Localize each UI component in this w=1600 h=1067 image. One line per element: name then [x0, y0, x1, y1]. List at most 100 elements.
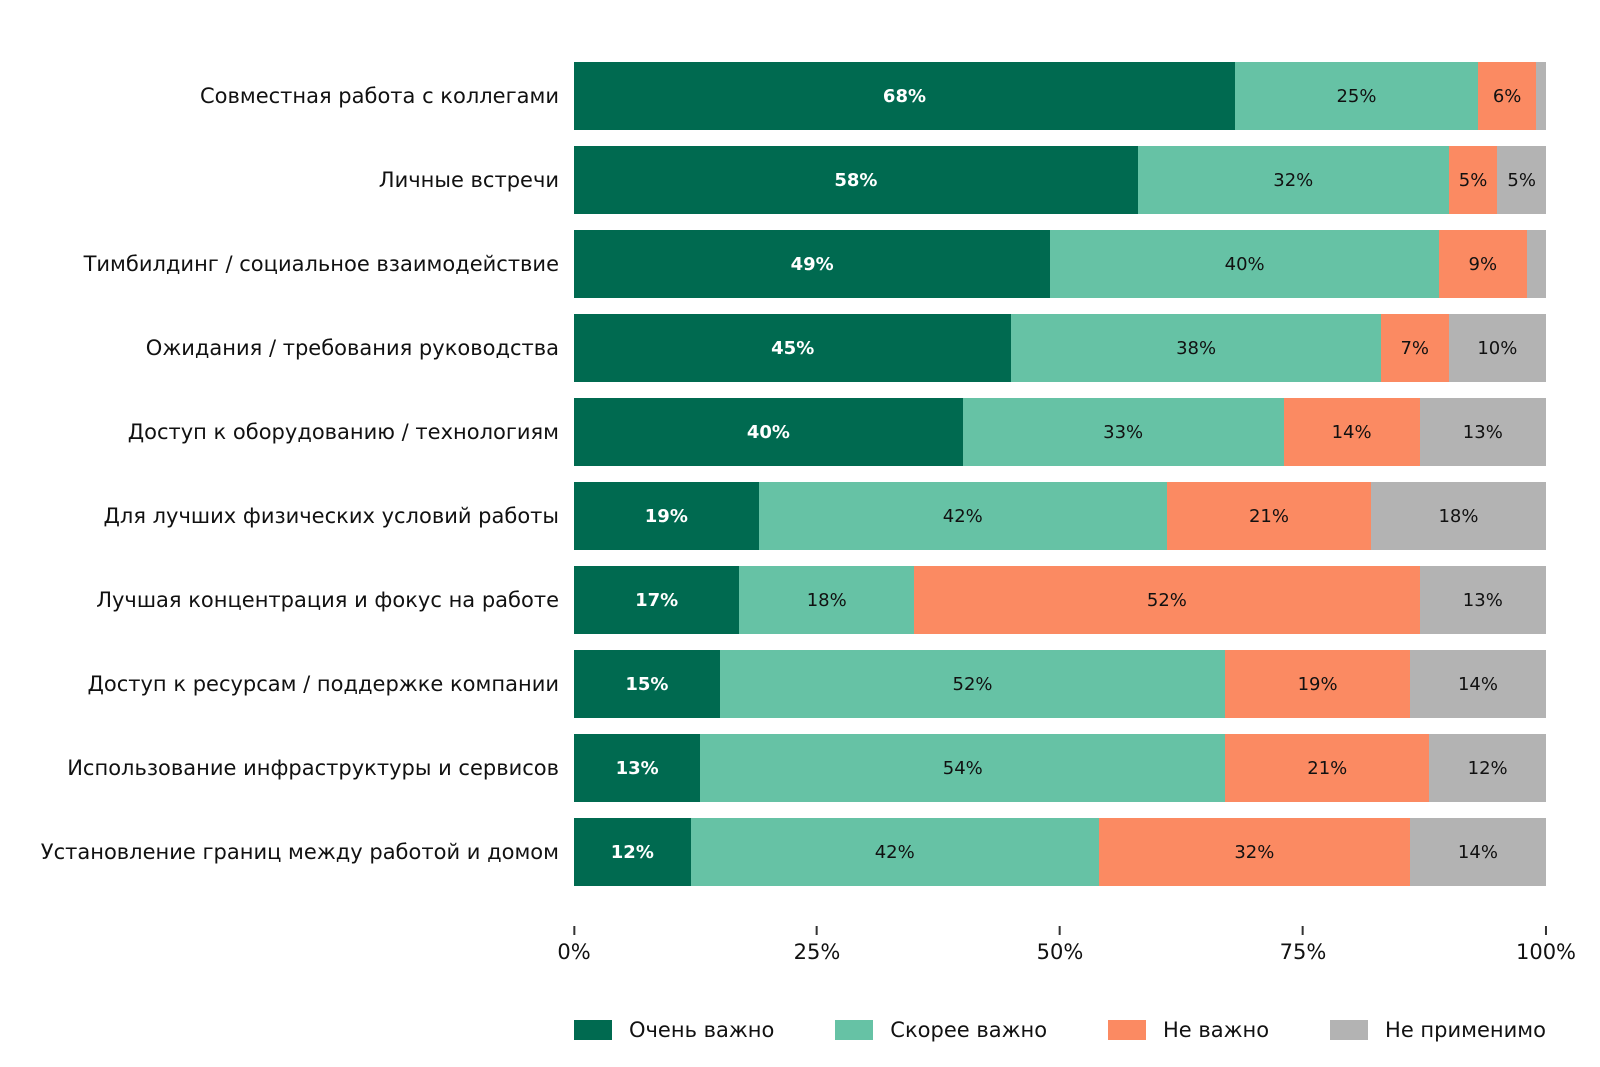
bar-track: 19% 42% 21% 18% — [574, 482, 1546, 550]
x-axis: 0% 25% 50% 75% 100% — [557, 926, 1576, 986]
bar-value-label: 54% — [942, 757, 983, 779]
bar-row: Доступ к ресурсам / поддержке компании 15… — [0, 650, 1546, 718]
bar-segment-1: 17% — [574, 566, 740, 634]
bar-row: Для лучших физических условий работы 19% 4… — [0, 482, 1546, 550]
bar-segment-4: 13% — [1419, 566, 1546, 634]
x-axis-tick: 100% — [1516, 926, 1576, 964]
bar-value-label: 5% — [1458, 169, 1488, 191]
x-axis-tick: 0% — [557, 926, 591, 964]
category-label: Для лучших физических условий работы — [103, 503, 560, 528]
category-label: Доступ к ресурсам / поддержке компании — [87, 671, 559, 696]
bar-segment-4: 14% — [1409, 818, 1546, 886]
legend-label: Не применимо — [1385, 1018, 1546, 1042]
x-axis-tick: 25% — [793, 926, 841, 964]
bar-row: Лучшая концентрация и фокус на работе 17%… — [0, 566, 1546, 634]
bar-value-label: 52% — [952, 673, 993, 695]
bar-value-label: 10% — [1477, 337, 1518, 359]
bar-segment-2: 33% — [962, 398, 1284, 466]
category-label: Доступ к оборудованию / технологиям — [127, 419, 559, 444]
bar-row: Тимбилдинг / социальное взаимодействие 49… — [0, 230, 1546, 298]
category-label: Установление границ между работой и домо… — [40, 839, 559, 864]
bar-value-label: 40% — [1224, 253, 1265, 275]
category-label: Тимбилдинг / социальное взаимодействие — [83, 251, 559, 276]
bar-row: Использование инфраструктуры и сервисов 1… — [0, 734, 1546, 802]
bar-track: 13% 54% 21% 12% — [574, 734, 1546, 802]
bar-row: Установление границ между работой и домо… — [0, 818, 1546, 886]
tick-mark — [1302, 926, 1304, 935]
bar-track: 15% 52% 19% 14% — [574, 650, 1546, 718]
bar-segment-1: 19% — [574, 482, 759, 550]
bar-segment-1: 13% — [574, 734, 701, 802]
legend-swatch — [1330, 1020, 1369, 1040]
bar-value-label: 33% — [1103, 421, 1144, 443]
bar-row: Ожидания / требования руководства 45% 38% 7… — [0, 314, 1546, 382]
x-axis-tick: 50% — [1037, 926, 1083, 964]
tick-label: 25% — [793, 940, 841, 964]
bar-value-label: 42% — [942, 505, 983, 527]
bar-value-label: 14% — [1331, 421, 1372, 443]
bar-segment-3: 7% — [1380, 314, 1449, 382]
bar-value-label: 21% — [1248, 505, 1289, 527]
tick-label: 100% — [1515, 940, 1577, 964]
bar-value-label: 52% — [1146, 589, 1187, 611]
bar-value-label: 12% — [610, 841, 654, 863]
bar-value-label: 32% — [1234, 841, 1275, 863]
bar-segment-4: 18% — [1371, 482, 1546, 550]
category-label: Совместная работа с коллегами — [199, 83, 559, 108]
legend-swatch — [1108, 1020, 1146, 1040]
bar-value-label: 49% — [790, 253, 834, 275]
tick-label: 0% — [557, 940, 591, 964]
bar-value-label: 42% — [874, 841, 915, 863]
bar-value-label: 14% — [1457, 673, 1498, 695]
legend-item: Очень важно — [574, 1018, 774, 1042]
bar-value-label: 13% — [1462, 589, 1503, 611]
bar-segment-3: 52% — [914, 566, 1420, 634]
bar-value-label: 17% — [635, 589, 679, 611]
bar-segment-2: 18% — [739, 566, 915, 634]
bar-value-label: 19% — [1297, 673, 1338, 695]
bar-track: 40% 33% 14% 13% — [574, 398, 1546, 466]
bar-value-label: 38% — [1176, 337, 1217, 359]
category-label: Личные встречи — [378, 167, 559, 192]
bar-row: Доступ к оборудованию / технологиям 40% 33… — [0, 398, 1546, 466]
x-axis-tick: 75% — [1280, 926, 1326, 964]
bar-segment-2: 38% — [1011, 314, 1381, 382]
bar-segment-2: 42% — [690, 818, 1099, 886]
bar-value-label: 13% — [1462, 421, 1503, 443]
bar-value-label: 68% — [882, 85, 927, 107]
bar-track: 45% 38% 7% 10% — [574, 314, 1546, 382]
bar-value-label: 7% — [1400, 337, 1430, 359]
bar-segment-4: 12% — [1429, 734, 1546, 802]
bar-segment-2: 42% — [758, 482, 1167, 550]
bar-segment-1: 15% — [574, 650, 720, 718]
bar-segment-2: 40% — [1050, 230, 1440, 298]
bar-track: 17% 18% 52% 13% — [574, 566, 1546, 634]
bar-row: Совместная работа с коллегами 68% 25% 6% — [0, 62, 1546, 130]
bar-track: 68% 25% 6% — [574, 62, 1546, 130]
legend-swatch — [574, 1020, 612, 1040]
bar-segment-4: 10% — [1448, 314, 1546, 382]
bar-segment-1: 68% — [574, 62, 1235, 130]
bar-value-label: 40% — [746, 421, 790, 443]
bar-value-label: 5% — [1507, 169, 1536, 191]
bar-segment-1: 12% — [574, 818, 691, 886]
legend-swatch — [835, 1020, 874, 1040]
bar-value-label: 14% — [1457, 841, 1498, 863]
tick-mark — [1059, 926, 1061, 935]
bar-segment-4: 5% — [1497, 146, 1546, 214]
bar-segment-1: 45% — [574, 314, 1012, 382]
bar-value-label: 45% — [771, 337, 815, 359]
bar-segment-2: 25% — [1234, 62, 1478, 130]
legend-item: Не применимо — [1330, 1018, 1546, 1042]
bar-value-label: 18% — [1438, 505, 1479, 527]
bar-value-label: 58% — [834, 169, 878, 191]
bar-row: Личные встречи 58% 32% 5% 5% — [0, 146, 1546, 214]
bar-value-label: 9% — [1468, 253, 1498, 275]
category-label: Лучшая концентрация и фокус на работе — [96, 587, 559, 612]
bar-value-label: 15% — [625, 673, 669, 695]
bar-segment-3: 21% — [1166, 482, 1372, 550]
bar-segment-4: 14% — [1409, 650, 1546, 718]
bar-value-label: 12% — [1467, 757, 1508, 779]
bar-track: 49% 40% 9% — [574, 230, 1546, 298]
